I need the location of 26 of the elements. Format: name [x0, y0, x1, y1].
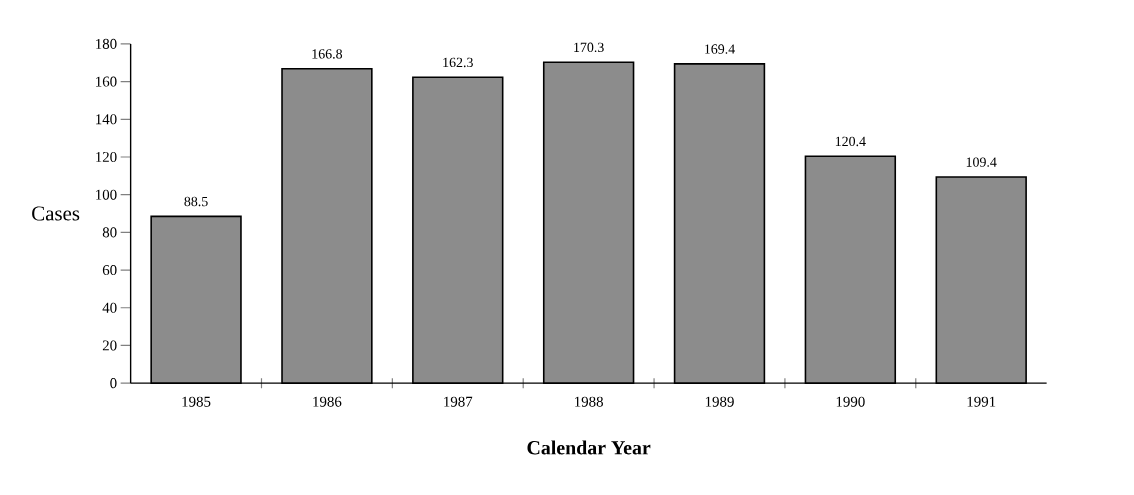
x-tick-label: 1991 — [967, 396, 996, 407]
y-axis-title: Cases — [32, 206, 80, 221]
x-axis-title: Calendar Year — [527, 440, 651, 455]
x-tick-label: 1986 — [313, 396, 342, 407]
x-tick-label: 1988 — [575, 396, 603, 407]
y-tick-label: 60 — [102, 265, 117, 276]
y-tick-label: 120 — [96, 151, 117, 163]
y-tick-label: 0 — [110, 378, 117, 389]
y-tick-label: 140 — [96, 114, 117, 125]
data-label: 162.3 — [443, 57, 473, 68]
y-tick-label: 80 — [102, 227, 117, 238]
data-label: 109.4 — [966, 157, 997, 167]
y-tick-label: 20 — [102, 340, 117, 351]
y-tick-label: 180 — [96, 38, 117, 49]
data-label: 169.4 — [705, 44, 735, 54]
y-tick-label: 100 — [96, 189, 117, 200]
data-label: 88.5 — [184, 196, 208, 207]
x-tick-label: 1987 — [444, 396, 473, 407]
y-tick-label: 40 — [102, 302, 117, 313]
y-tick-label: 160 — [96, 76, 117, 87]
x-tick-label: 1989 — [705, 396, 734, 407]
x-tick-label: 1985 — [182, 396, 211, 407]
data-label: 170.3 — [574, 42, 604, 53]
data-label: 166.8 — [312, 49, 343, 59]
x-tick-label: 1990 — [836, 396, 865, 407]
data-label: 120.4 — [835, 136, 866, 147]
